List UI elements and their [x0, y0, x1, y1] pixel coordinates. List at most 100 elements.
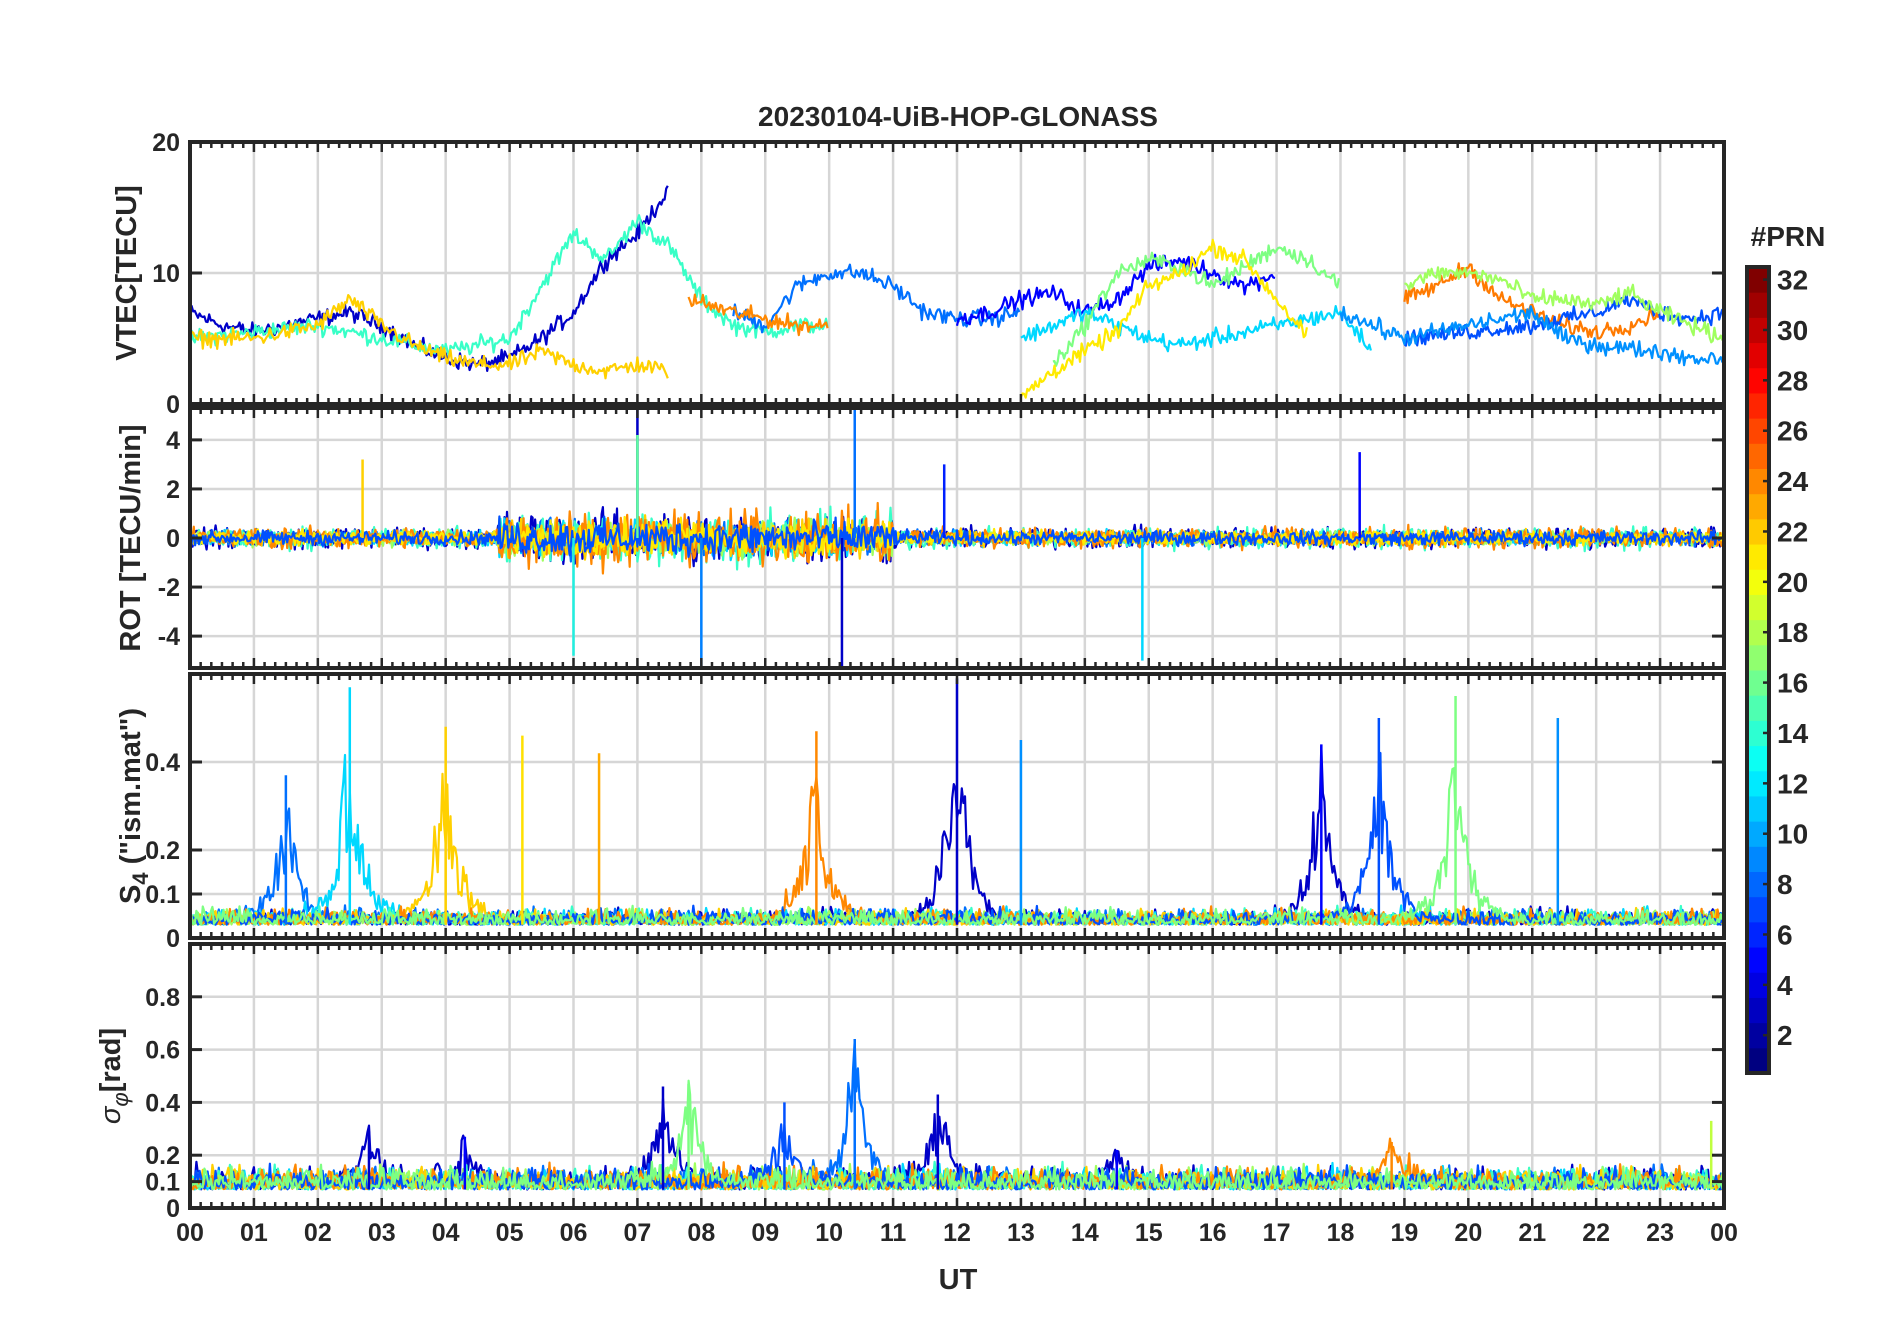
- y-tick-label: 2: [166, 476, 180, 504]
- colorbar-cell: [1747, 267, 1769, 293]
- colorbar-tick-label: 18: [1777, 617, 1808, 648]
- vtec-series-line: [1403, 262, 1660, 340]
- colorbar-tick-label: 16: [1777, 668, 1808, 699]
- panel-rot: -4 -2 0 2 4 ROT [TECU/min]: [115, 406, 1726, 670]
- colorbar-cell: [1747, 947, 1769, 973]
- x-tick-label: 16: [1199, 1219, 1227, 1247]
- colorbar-cell: [1747, 821, 1769, 847]
- x-tick-label: 08: [687, 1219, 715, 1247]
- colorbar-cell: [1747, 644, 1769, 671]
- colorbar-cell: [1747, 392, 1769, 419]
- colorbar-cell: [1747, 468, 1769, 495]
- colorbar-cell: [1747, 896, 1769, 923]
- colorbar-cell: [1747, 745, 1769, 772]
- y-tick-label: 20: [152, 129, 180, 157]
- y-tick-label: 0.1: [145, 1169, 180, 1197]
- x-tick-label: 17: [1263, 1219, 1291, 1247]
- x-tick-label: 10: [815, 1219, 843, 1247]
- x-tick-label: 01: [240, 1219, 268, 1247]
- chart-title: 20230104-UiB-HOP-GLONASS: [758, 101, 1158, 132]
- colorbar-tick-label: 26: [1777, 416, 1808, 447]
- colorbar-title: #PRN: [1751, 221, 1826, 252]
- x-tick-label: 06: [560, 1219, 588, 1247]
- x-tick-label: 22: [1582, 1219, 1610, 1247]
- colorbar-tick-label: 30: [1777, 315, 1808, 346]
- x-tick-label: 15: [1135, 1219, 1163, 1247]
- panel-s4: 0 0.1 0.2 0.4 S4 ("ism.mat"): [115, 672, 1726, 953]
- vtec-series-line: [1339, 305, 1724, 367]
- x-tick-label: 19: [1391, 1219, 1419, 1247]
- panel-rot-ylabel: ROT [TECU/min]: [115, 424, 147, 651]
- x-tick-label: 14: [1071, 1219, 1099, 1247]
- x-tick-label: 12: [943, 1219, 971, 1247]
- colorbar-tick-label: 4: [1777, 970, 1793, 1001]
- y-tick-label: 0.4: [145, 1089, 180, 1117]
- colorbar-cell: [1747, 342, 1769, 369]
- y-tick-label: 0.6: [145, 1037, 180, 1065]
- panel-sigma-phi: 00.10.2 0.4 0.6 0.8 σφ[rad]: [95, 942, 1726, 1223]
- colorbar-tick-label: 32: [1777, 265, 1808, 296]
- colorbar-cell: [1747, 594, 1769, 621]
- colorbar-cell: [1747, 493, 1769, 520]
- vtec-series-line: [1020, 305, 1372, 353]
- x-axis-label: UT: [939, 1264, 978, 1296]
- colorbar-cell: [1747, 1022, 1769, 1049]
- x-tick-label: 11: [880, 1219, 907, 1247]
- sigma_phi-series-line: [190, 1079, 1724, 1191]
- x-tick-label: 05: [496, 1219, 524, 1247]
- colorbar-cell: [1747, 795, 1769, 822]
- x-tick-label: 02: [304, 1219, 332, 1247]
- colorbar-tick-label: 8: [1777, 869, 1793, 900]
- y-tick-label: 0.2: [145, 1142, 180, 1170]
- x-tick-label: 00: [1710, 1219, 1738, 1247]
- y-tick-label: 0: [166, 391, 180, 419]
- y-tick-label: 0.2: [145, 837, 180, 865]
- x-tick-label: 04: [432, 1219, 460, 1247]
- y-tick-label: 0: [166, 925, 180, 953]
- colorbar-cell: [1747, 670, 1769, 696]
- x-tick-label: 07: [624, 1219, 652, 1247]
- vtec-series-line: [190, 214, 829, 358]
- colorbar-cell: [1747, 871, 1769, 898]
- colorbar-cell: [1747, 544, 1769, 570]
- vtec-series-line: [190, 294, 669, 380]
- x-tick-label: 23: [1646, 1219, 1674, 1247]
- colorbar-cell: [1747, 720, 1769, 747]
- colorbar-cell: [1747, 997, 1769, 1024]
- x-tick-label: 20: [1454, 1219, 1482, 1247]
- colorbar-cell: [1747, 418, 1769, 444]
- colorbar-tick-label: 14: [1777, 718, 1809, 749]
- panel-vtec: 0 10 20 VTEC[TECU]: [111, 129, 1726, 419]
- vtec-series-line: [1404, 266, 1724, 344]
- y-tick-label: 0.4: [145, 749, 180, 777]
- colorbar-cell: [1747, 443, 1769, 469]
- x-tick-label: 03: [368, 1219, 396, 1247]
- colorbar-cell: [1747, 317, 1769, 344]
- vtec-series-line: [687, 293, 829, 337]
- colorbar-tick-label: 6: [1777, 919, 1793, 950]
- y-tick-label: 0.1: [145, 881, 180, 909]
- y-tick-label: 0.8: [145, 984, 180, 1012]
- y-tick-label: 10: [152, 260, 180, 288]
- rot-series-line: [190, 515, 1724, 560]
- x-tick-label: 13: [1007, 1219, 1035, 1247]
- colorbar-cell: [1747, 518, 1769, 545]
- colorbar-tick-label: 10: [1777, 819, 1808, 850]
- x-tick-label: 09: [751, 1219, 779, 1247]
- x-tick-label: 00: [176, 1219, 204, 1247]
- vtec-series-line: [1052, 244, 1340, 367]
- colorbar-tick-label: 22: [1777, 516, 1808, 547]
- colorbar-cell: [1747, 921, 1769, 948]
- y-tick-label: -4: [158, 623, 180, 651]
- colorbar-cell: [1747, 619, 1769, 646]
- colorbar-cell: [1747, 367, 1769, 394]
- colorbar-frame: [1745, 265, 1771, 1075]
- panel-vtec-ylabel: VTEC[TECU]: [111, 185, 143, 361]
- y-tick-label: 0: [166, 525, 180, 553]
- colorbar-cell: [1747, 695, 1769, 721]
- colorbar-cell: [1747, 569, 1769, 595]
- colorbar-tick-label: 20: [1777, 567, 1808, 598]
- panel-sigma-phi-ylabel: σφ[rad]: [95, 1028, 133, 1124]
